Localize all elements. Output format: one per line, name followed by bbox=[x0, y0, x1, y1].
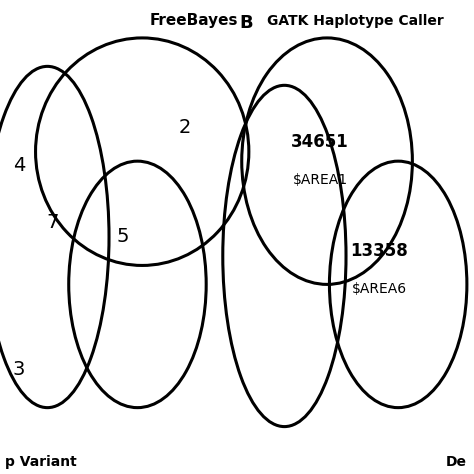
Text: $AREA6: $AREA6 bbox=[352, 282, 407, 296]
Text: 4: 4 bbox=[13, 156, 25, 175]
Text: 2: 2 bbox=[179, 118, 191, 137]
Text: GATK Haplotype Caller: GATK Haplotype Caller bbox=[267, 14, 444, 28]
Text: 34651: 34651 bbox=[291, 133, 349, 151]
Text: $AREA1: $AREA1 bbox=[292, 173, 347, 187]
Text: FreeBayes: FreeBayes bbox=[150, 13, 238, 28]
Text: 5: 5 bbox=[117, 228, 129, 246]
Text: p Variant: p Variant bbox=[5, 455, 76, 469]
Text: De: De bbox=[446, 455, 466, 469]
Text: 3: 3 bbox=[13, 360, 25, 379]
Text: 7: 7 bbox=[46, 213, 58, 232]
Text: 13358: 13358 bbox=[350, 242, 408, 260]
Text: B: B bbox=[239, 14, 253, 32]
